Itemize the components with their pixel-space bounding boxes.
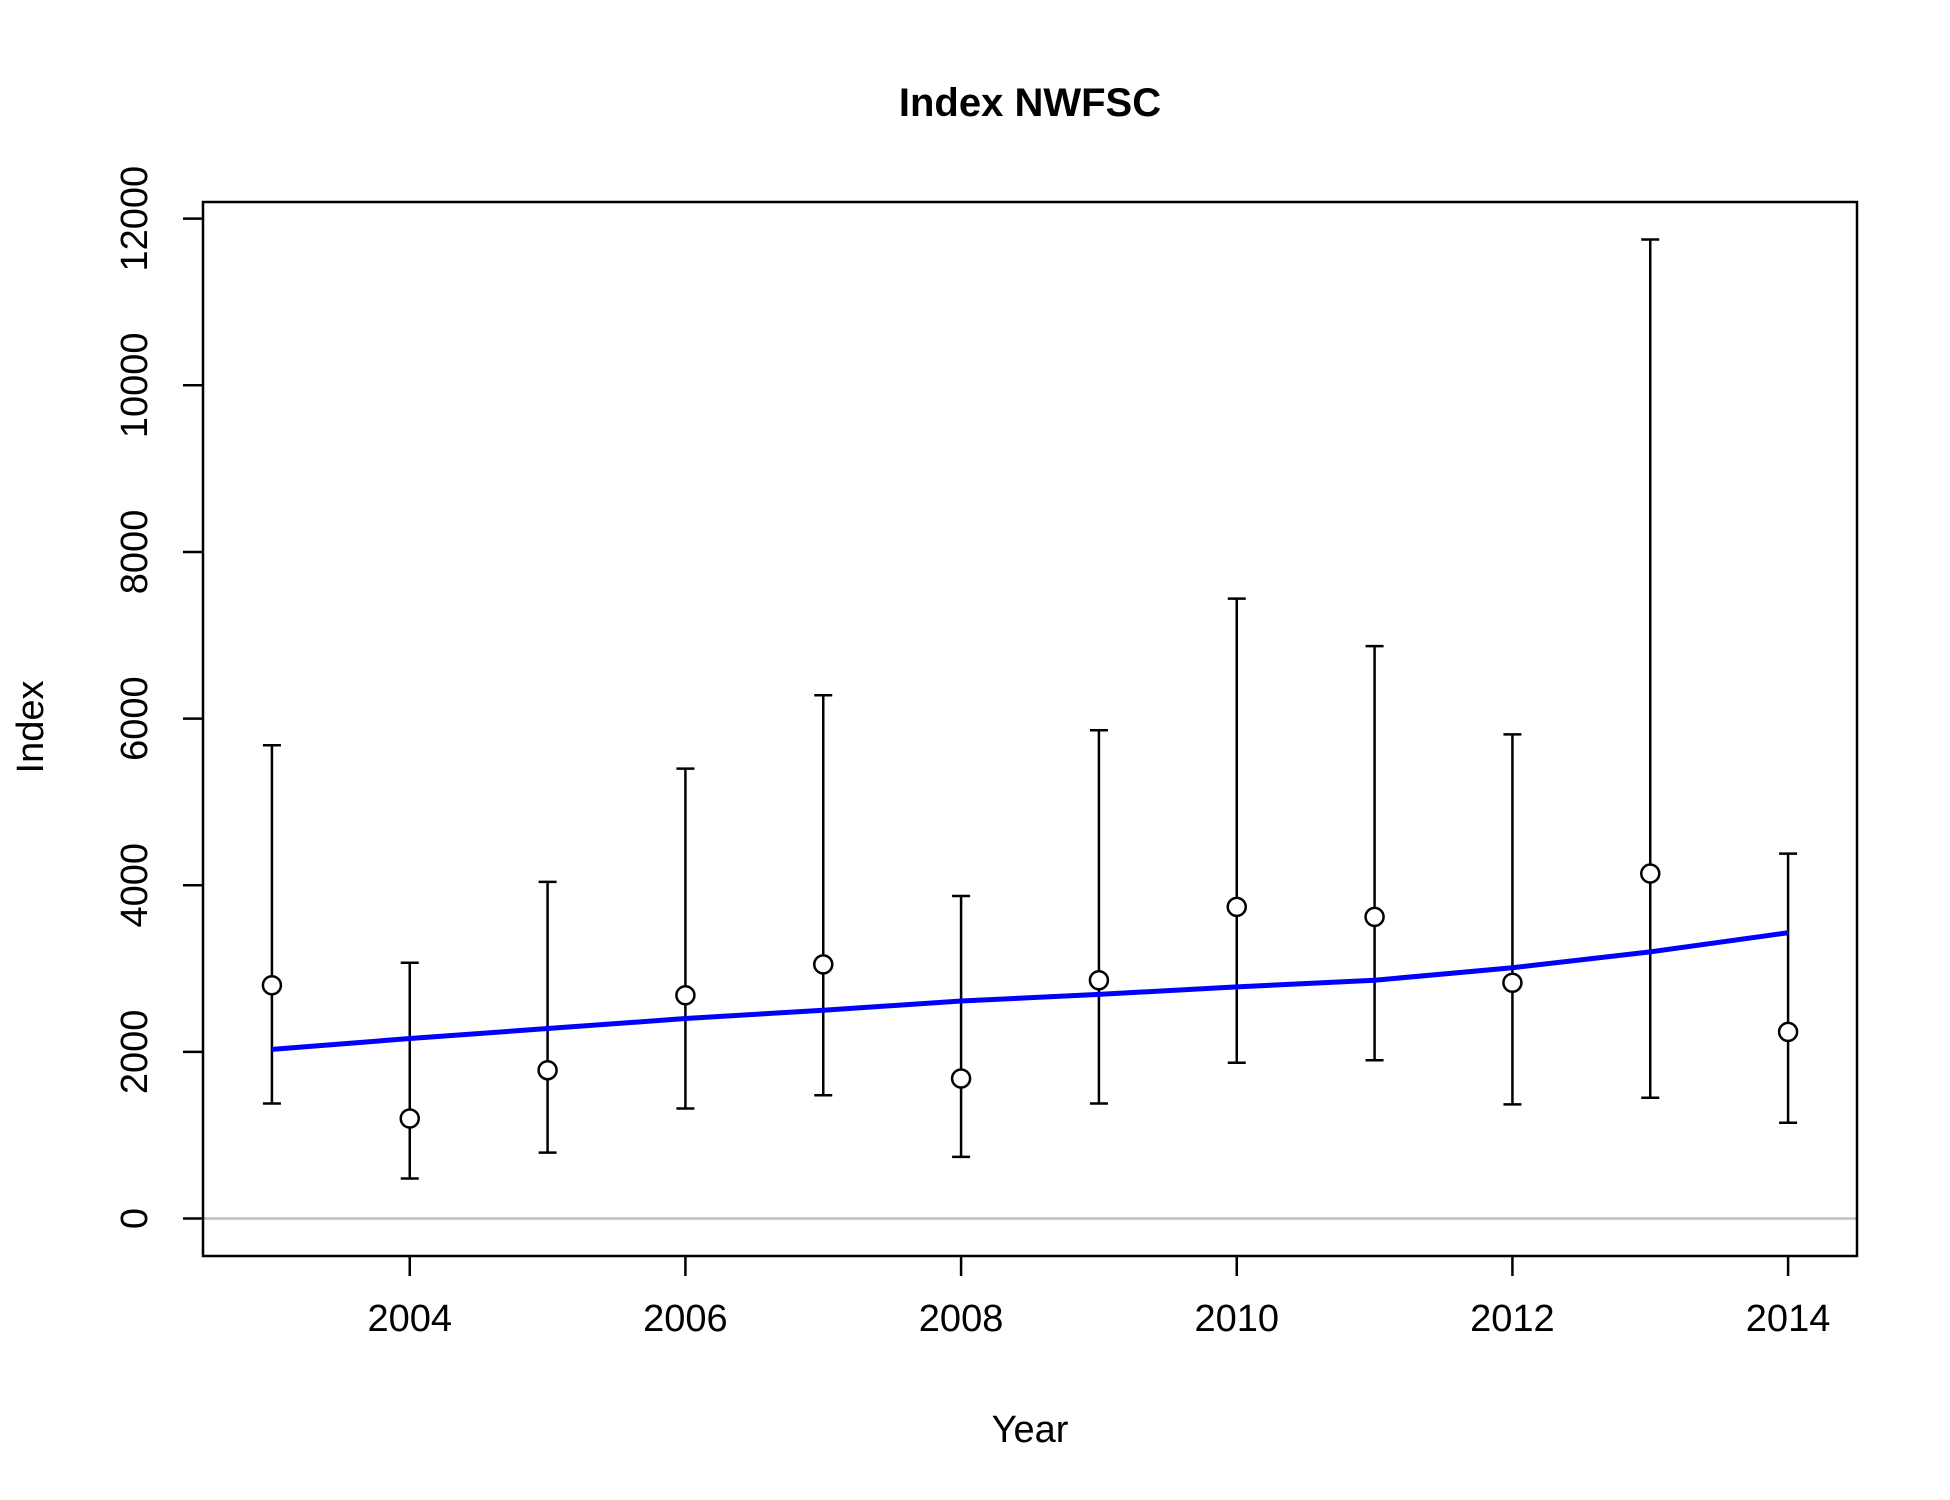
- error-bar: [1641, 238, 1660, 1099]
- y-axis-label: Index: [10, 681, 52, 774]
- chart-title: Index NWFSC: [899, 81, 1161, 125]
- x-tick-label: 2010: [1194, 1298, 1279, 1340]
- error-bar: [1779, 852, 1798, 1124]
- x-axis: 2004 2006 2008 2010 2012 2014: [367, 1256, 1830, 1340]
- x-tick-label: 2014: [1746, 1298, 1831, 1340]
- observed-point: [1502, 972, 1523, 993]
- observed-points: [261, 863, 1799, 1129]
- error-bar: [1227, 597, 1246, 1064]
- error-bar: [262, 743, 281, 1105]
- observed-point: [1226, 896, 1247, 918]
- error-bars: [262, 238, 1798, 1180]
- fitted-series-line: [271, 930, 1789, 1052]
- x-tick-label: 2008: [919, 1298, 1004, 1340]
- y-tick-label: 6000: [114, 676, 156, 761]
- error-bar: [814, 694, 833, 1097]
- y-tick-label: 12000: [114, 166, 156, 272]
- x-axis-label: Year: [992, 1409, 1069, 1451]
- x-tick-label: 2006: [643, 1298, 728, 1340]
- observed-point: [1640, 863, 1661, 884]
- error-bar: [538, 880, 557, 1154]
- observed-point: [261, 974, 283, 996]
- observed-point: [399, 1108, 420, 1129]
- y-tick-label: 0: [114, 1208, 156, 1229]
- error-bar: [1089, 728, 1108, 1105]
- error-bar: [676, 767, 695, 1110]
- y-axis: 0 2000 4000 6000 8000 10000 12000: [114, 166, 203, 1229]
- x-tick-label: 2004: [367, 1298, 452, 1340]
- error-bar: [1503, 733, 1522, 1106]
- x-tick-label: 2012: [1470, 1298, 1555, 1340]
- observed-point: [1088, 969, 1110, 991]
- observed-point: [1777, 1021, 1799, 1043]
- observed-point: [675, 984, 696, 1006]
- y-tick-label: 8000: [114, 510, 156, 595]
- y-tick-label: 10000: [114, 332, 156, 438]
- error-bar: [952, 894, 971, 1159]
- error-bar: [400, 961, 419, 1180]
- observed-point: [537, 1059, 558, 1081]
- observed-point: [813, 954, 834, 975]
- error-bar: [1365, 644, 1384, 1062]
- y-tick-label: 2000: [114, 1010, 156, 1095]
- observed-point: [950, 1068, 972, 1089]
- observed-point: [1364, 906, 1385, 928]
- fitted-line-layer: [271, 930, 1789, 1052]
- plot-frame: [201, 200, 1859, 1258]
- y-tick-label: 4000: [114, 843, 156, 928]
